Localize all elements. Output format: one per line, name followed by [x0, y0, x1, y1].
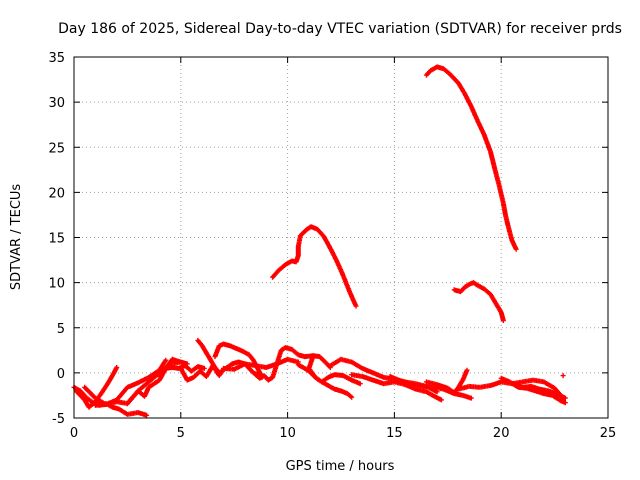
series-markers	[423, 367, 470, 396]
series-markers	[212, 341, 265, 380]
x-tick-label: 10	[279, 426, 296, 441]
series-markers	[423, 64, 519, 252]
y-tick-label: 15	[48, 232, 65, 247]
series-markers	[451, 280, 506, 323]
series-pass-9	[212, 341, 265, 380]
series-pass-24	[451, 280, 506, 323]
y-tick-label: 20	[48, 186, 65, 201]
y-tick-label: 10	[48, 277, 65, 292]
y-tick-label: 0	[57, 367, 65, 382]
y-axis-title: SDTVAR / TECUs	[9, 184, 24, 291]
y-tick-label: 30	[48, 96, 65, 111]
x-tick-label: 20	[493, 426, 510, 441]
series-markers	[560, 373, 566, 379]
y-tick-label: 5	[57, 322, 65, 337]
x-tick-label: 25	[600, 426, 617, 441]
data-series	[71, 64, 568, 418]
x-tick-label: 15	[386, 426, 403, 441]
y-tick-label: 25	[48, 141, 65, 156]
y-tick-label: 35	[48, 51, 65, 66]
series-markers	[511, 381, 568, 401]
y-tick-label: -5	[52, 412, 65, 427]
series-pass-20	[511, 381, 568, 401]
plot-frame	[73, 56, 609, 419]
series-pass-17	[423, 367, 470, 396]
axis-ticks: 0 5 10 15 20 25 -5 0 5 10 15 20 25 30 35	[48, 51, 616, 441]
x-tick-label: 0	[70, 426, 78, 441]
x-axis-title: GPS time / hours	[286, 459, 395, 474]
chart-title: Day 186 of 2025, Sidereal Day-to-day VTE…	[58, 21, 622, 37]
series-markers	[253, 345, 333, 383]
series-pass-23	[423, 64, 519, 252]
grid-lines	[74, 57, 608, 418]
x-tick-label: 5	[177, 426, 185, 441]
series-markers	[270, 224, 359, 309]
series-markers	[306, 353, 363, 387]
series-pass-22	[270, 224, 359, 309]
series-pass-21	[560, 373, 566, 379]
series-pass-13	[306, 353, 363, 387]
series-pass-11	[253, 345, 333, 383]
